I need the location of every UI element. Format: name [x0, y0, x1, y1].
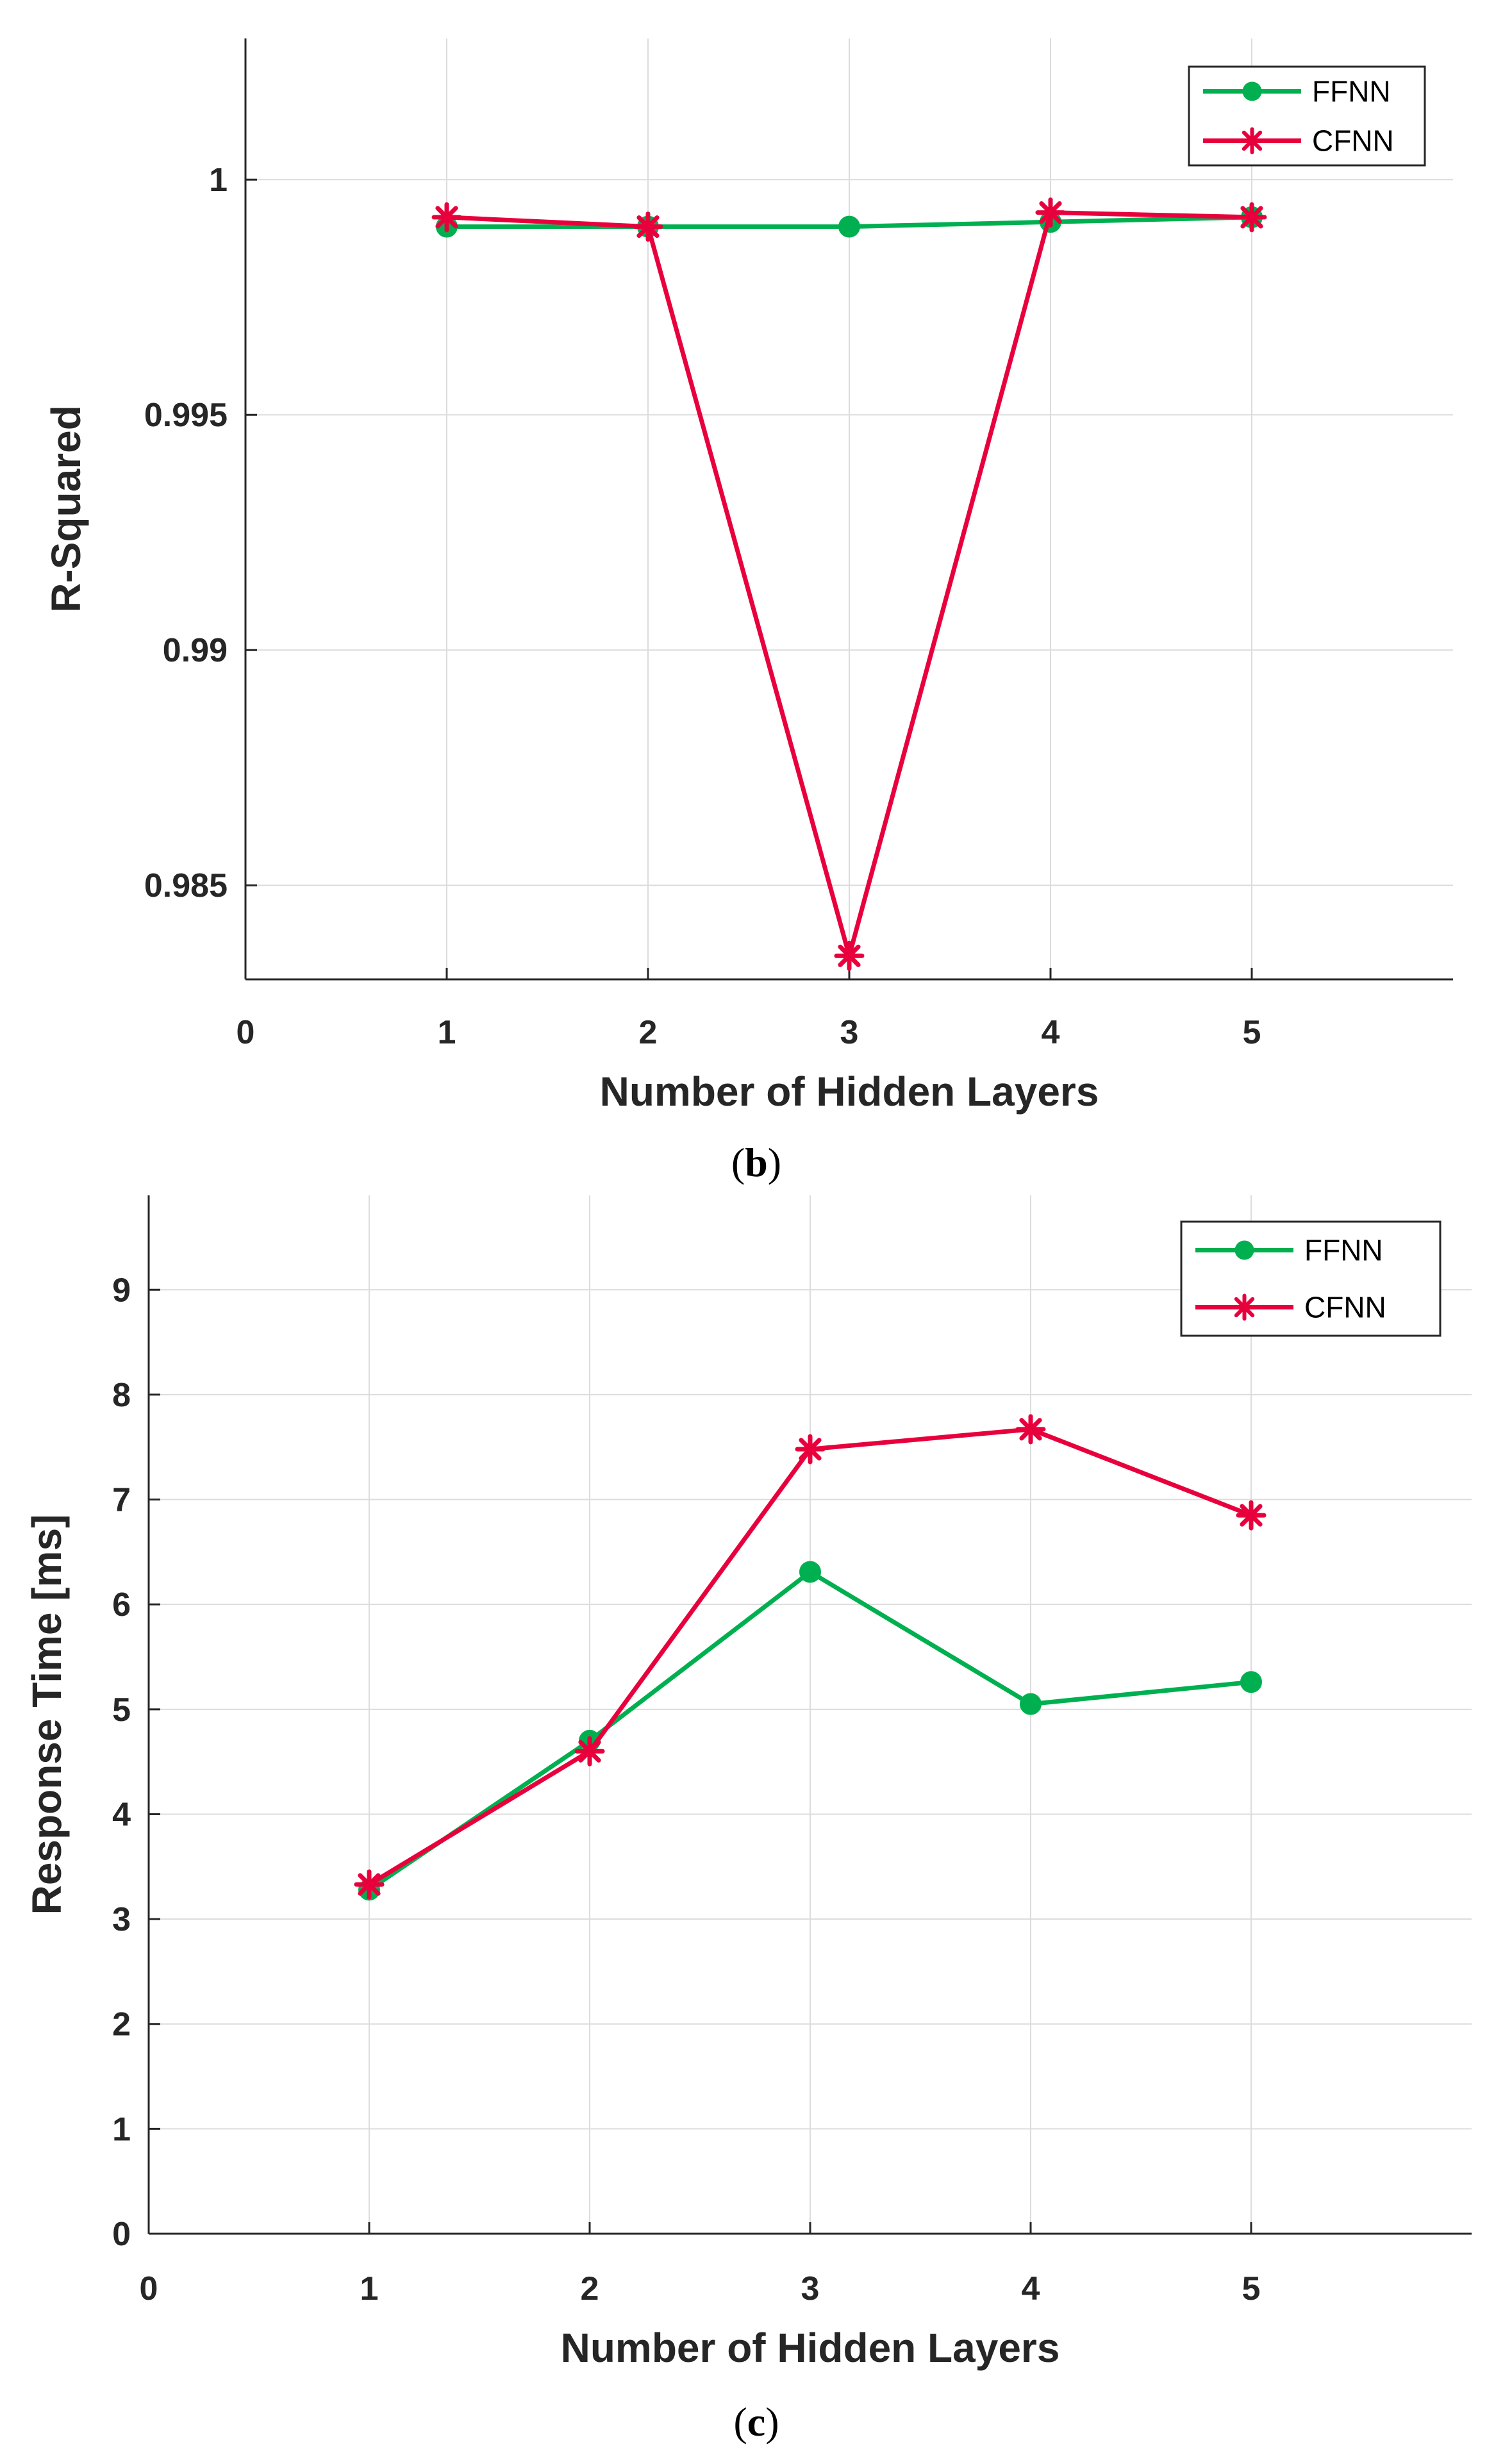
legend-marker-ffnn	[1242, 81, 1262, 101]
marker-cfnn-1	[574, 1736, 605, 1766]
caption-letter: c	[747, 2399, 765, 2445]
x-tick-label: 0	[140, 2270, 158, 2307]
y-axis-label: Response Time [ms]	[24, 1515, 70, 1915]
marker-cfnn-2	[795, 1434, 826, 1465]
legend-box	[1188, 65, 1426, 167]
legend-marker-ffnn	[1234, 1240, 1254, 1260]
grid	[149, 1195, 1472, 2234]
y-tick-label: 6	[112, 1586, 131, 1624]
caption-open: (	[733, 2399, 747, 2445]
x-tick-label: 4	[1042, 1014, 1060, 1051]
x-tick-label: 5	[1243, 1014, 1261, 1051]
marker-ffnn-2	[838, 215, 860, 238]
marker-cfnn-0	[431, 202, 462, 233]
x-tick-label: 2	[581, 2270, 599, 2307]
x-tick-label: 1	[360, 2270, 379, 2307]
caption-letter: b	[745, 1140, 768, 1185]
marker-ffnn-2	[799, 1561, 821, 1583]
legend-label-ffnn: FFNN	[1312, 75, 1391, 108]
legend-label-cfnn: CFNN	[1312, 124, 1394, 158]
legend-label-cfnn: CFNN	[1304, 1291, 1386, 1324]
y-tick-label: 9	[112, 1272, 131, 1309]
y-tick-label: 0	[112, 2216, 131, 2253]
y-tick-label: 1	[209, 162, 228, 199]
x-axis-label: Number of Hidden Layers	[600, 1068, 1099, 1115]
chart-r-squared: 0 1 2 3 4 5 0.985 0.99 0.995 1 Number of Hidden La…	[43, 38, 1453, 1185]
legend-marker-cfnn	[1231, 1293, 1258, 1321]
panel-caption: (c)	[733, 2399, 779, 2445]
panel-caption: (b)	[731, 1140, 781, 1185]
x-tick-label: 1	[438, 1014, 456, 1051]
y-tick-label: 0.99	[163, 632, 228, 669]
marker-ffnn-3	[1020, 1693, 1042, 1715]
caption-close: )	[768, 1140, 781, 1185]
legend-label-ffnn: FFNN	[1304, 1234, 1383, 1267]
series-cfnn	[431, 197, 1267, 971]
y-tick-label: 0.995	[144, 397, 228, 434]
caption-close: )	[765, 2399, 779, 2445]
marker-ffnn-4	[1240, 1671, 1262, 1693]
x-tick-label: 3	[801, 2270, 820, 2307]
legend: FFNN CFNN	[1180, 1220, 1441, 1337]
chart-response-time: 0 1 2 3 4 5 0 1 2 3 4 5 6 7 8 9 Number of Hidden Layers R…	[24, 1195, 1472, 2445]
legend-marker-cfnn	[1238, 127, 1266, 154]
marker-cfnn-2	[834, 940, 865, 971]
y-tick-label: 1	[112, 2111, 131, 2148]
marker-cfnn-3	[1035, 197, 1066, 228]
legend-box	[1180, 1220, 1441, 1337]
caption-open: (	[731, 1140, 745, 1185]
x-tick-label: 3	[840, 1014, 859, 1051]
x-tick-label: 2	[639, 1014, 658, 1051]
y-tick-label: 2	[112, 2006, 131, 2043]
marker-cfnn-4	[1236, 1500, 1267, 1531]
x-tick-label: 0	[237, 1014, 255, 1051]
y-tick-label: 3	[112, 1901, 131, 1938]
x-axis-label: Number of Hidden Layers	[561, 2325, 1060, 2371]
x-tick-label: 5	[1242, 2270, 1261, 2307]
marker-cfnn-3	[1015, 1414, 1046, 1445]
grid	[245, 38, 1453, 979]
y-tick-label: 0.985	[144, 867, 228, 904]
y-tick-label: 8	[112, 1377, 131, 1414]
marker-cfnn-1	[633, 212, 663, 242]
marker-cfnn-0	[354, 1869, 385, 1900]
series-cfnn	[354, 1414, 1267, 1900]
legend: FFNN CFNN	[1188, 65, 1426, 167]
marker-cfnn-4	[1236, 202, 1267, 233]
y-tick-label: 5	[112, 1691, 131, 1729]
y-tick-label: 4	[112, 1796, 131, 1833]
x-tick-label: 4	[1022, 2270, 1040, 2307]
y-tick-label: 7	[112, 1482, 131, 1519]
y-axis-label: R-Squared	[43, 405, 89, 613]
